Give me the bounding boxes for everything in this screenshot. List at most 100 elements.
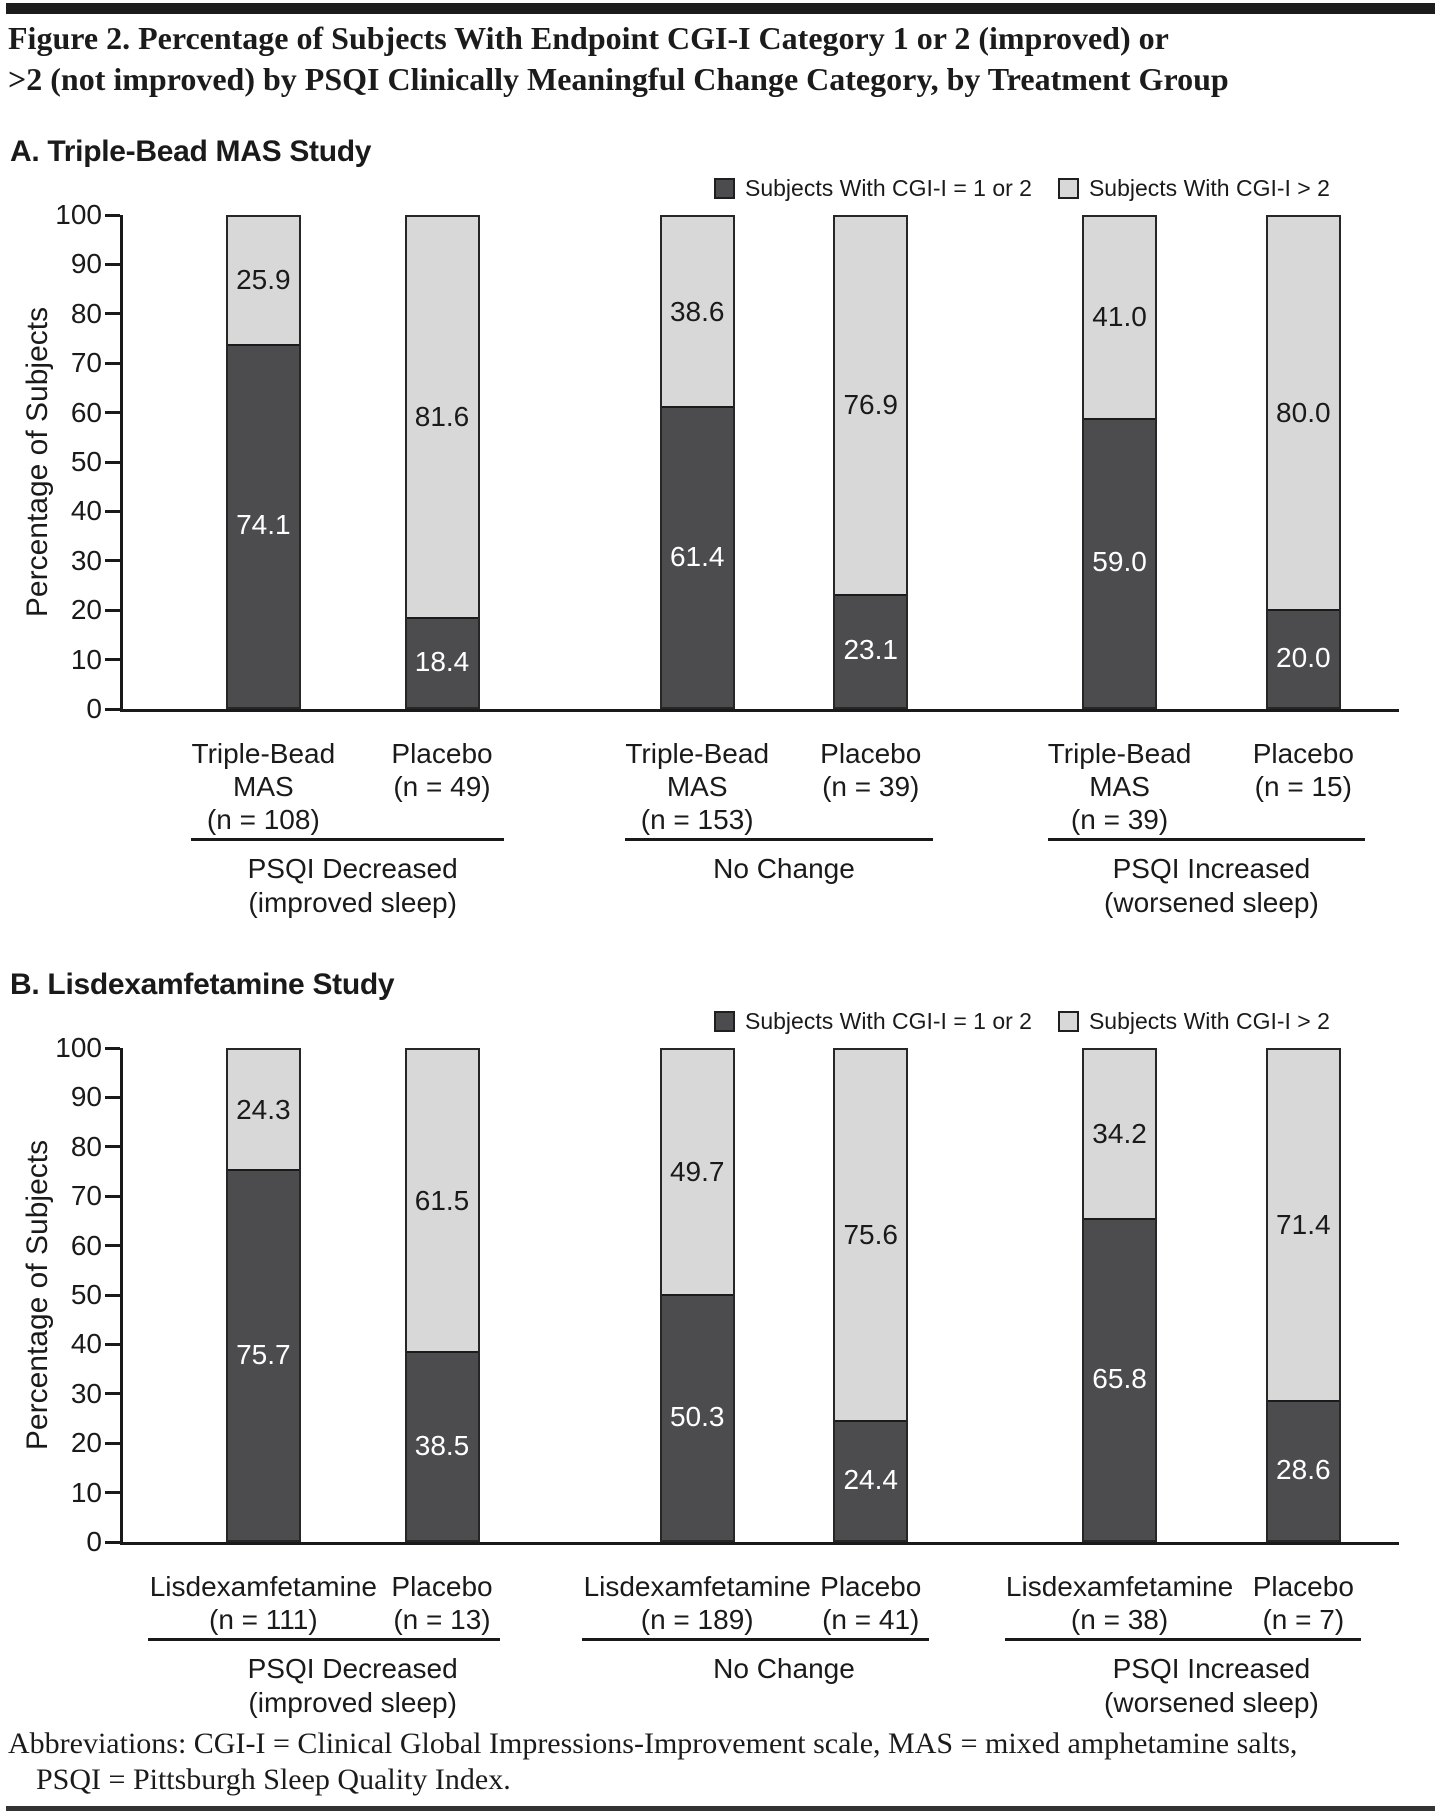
legend-swatch-dark — [714, 1011, 735, 1032]
group-label-line: PSQI Decreased — [247, 1653, 458, 1684]
bar-segment-dark — [1267, 1399, 1339, 1540]
group-underline — [1047, 838, 1366, 841]
segment-value-dark: 23.1 — [843, 634, 898, 666]
plot-area-b: 0 10 20 30 40 50 60 70 80 90 100 24.3 75.7 61.5 38.5 49… — [55, 1032, 1399, 1557]
bar-label: Placebo (n = 13) — [302, 1570, 582, 1636]
y-axis-tick-label: 40 — [70, 495, 102, 527]
stacked-bar: 34.2 65.8 — [1082, 1048, 1158, 1542]
y-axis-tick-label: 10 — [70, 1476, 102, 1508]
legend-a: Subjects With CGI-I = 1 or 2 Subjects Wi… — [714, 175, 1330, 202]
bar-n-label: (n = 189) — [640, 1604, 754, 1635]
bar-n-label: (n = 111) — [209, 1604, 318, 1635]
bar-segment-dark — [227, 1169, 299, 1540]
bar-label-line: Placebo — [820, 738, 922, 769]
segment-value-light: 38.6 — [669, 295, 725, 327]
y-axis-tick-label: 70 — [70, 1180, 102, 1212]
bar-segment-dark — [1084, 417, 1156, 707]
bar-segment-dark — [406, 1351, 478, 1540]
bar-n-label: (n = 7) — [1262, 1604, 1345, 1635]
bar-segment-dark — [835, 1420, 907, 1540]
bar-segment-dark — [661, 1293, 733, 1540]
bar-n-label: (n = 49) — [393, 771, 491, 802]
segment-value-light: 80.0 — [1276, 397, 1331, 428]
figure-title-line-2: >2 (not improved) by PSQI Clinically Mea… — [8, 61, 1229, 97]
y-axis-tick-label: 90 — [70, 248, 102, 280]
segment-value-dark: 50.3 — [669, 1400, 725, 1432]
legend-label-cgi-1-or-2: Subjects With CGI-I = 1 or 2 — [745, 1008, 1032, 1034]
bar-label: Triple-Bead MAS (n = 39) — [980, 737, 1260, 836]
bar-label-line: MAS — [666, 771, 728, 802]
bar-segment-dark — [835, 593, 907, 707]
legend-swatch-light — [1057, 178, 1079, 199]
y-axis-tick — [105, 1392, 120, 1396]
segment-value-light: 24.3 — [236, 1093, 291, 1125]
segment-value-dark: 65.8 — [1092, 1362, 1147, 1394]
bar-segment-dark — [661, 406, 733, 707]
group-label-line: PSQI Decreased — [247, 853, 458, 884]
bar-segment-dark — [1267, 609, 1339, 707]
panel-b-lisdexamfetamine: B. Lisdexamfetamine Study Subjects With … — [0, 968, 1441, 1728]
legend-item-cgi-1-or-2: Subjects With CGI-I = 1 or 2 — [714, 1008, 1032, 1035]
bar-segment-dark — [406, 616, 478, 707]
bar-label-line: Placebo — [391, 1571, 493, 1602]
bar-label: Placebo (n = 41) — [731, 1570, 1011, 1636]
bar-label-line: Placebo — [1252, 738, 1354, 769]
bar-label-line: Triple-Bead — [1047, 738, 1192, 769]
bar-segment-dark — [1084, 1217, 1156, 1540]
stacked-bar: 25.9 74.1 — [225, 215, 301, 709]
y-axis-tick-label: 30 — [70, 1377, 102, 1409]
segment-value-light: 71.4 — [1276, 1208, 1331, 1240]
stacked-bar: 80.0 20.0 — [1265, 215, 1341, 709]
segment-value-light: 81.6 — [414, 400, 470, 432]
group-underline — [148, 1638, 500, 1641]
figure-title-line-1: Figure 2. Percentage of Subjects With En… — [8, 20, 1169, 56]
legend-b: Subjects With CGI-I = 1 or 2 Subjects Wi… — [714, 1008, 1330, 1035]
segment-value-dark: 24.4 — [843, 1464, 898, 1496]
y-axis-tick-label: 100 — [55, 1032, 102, 1063]
legend-label-cgi-gt-2: Subjects With CGI-I > 2 — [1088, 1008, 1330, 1034]
y-axis-tick-label: 0 — [86, 693, 102, 724]
abbreviations-line-2: PSQI = Pittsburgh Sleep Quality Index. — [36, 1763, 511, 1796]
bar-label: Lisdexamfetamine (n = 189) — [557, 1570, 837, 1636]
stacked-bar: 81.6 18.4 — [404, 215, 480, 709]
stacked-bar: 49.7 50.3 — [659, 1048, 735, 1542]
bar-label-line: Placebo — [391, 738, 493, 769]
group-label-line: No Change — [713, 853, 855, 884]
y-axis-tick-label: 80 — [70, 1130, 102, 1162]
group-label-line: PSQI Increased — [1112, 1653, 1311, 1684]
legend-label-cgi-1-or-2: Subjects With CGI-I = 1 or 2 — [745, 175, 1032, 201]
y-axis-tick — [105, 411, 120, 415]
group-label-line: (improved sleep) — [248, 1687, 457, 1718]
y-axis-tick-label: 60 — [70, 1229, 102, 1261]
stacked-bar: 38.6 61.4 — [659, 215, 735, 709]
y-axis-tick-label: 50 — [70, 446, 102, 477]
group-label-line: (worsened sleep) — [1104, 1687, 1319, 1718]
abbreviations-line-1: Abbreviations: CGI-I = Clinical Global I… — [8, 1727, 1298, 1760]
y-axis-tick-label: 50 — [70, 1279, 102, 1310]
y-axis-tick-label: 20 — [70, 1427, 102, 1459]
legend-swatch-dark — [714, 178, 735, 199]
segment-value-light: 34.2 — [1092, 1117, 1147, 1149]
bar-segment-dark — [227, 343, 299, 707]
y-axis-tick-label: 90 — [70, 1081, 102, 1113]
y-axis-tick — [105, 608, 120, 612]
bar-n-label: (n = 38) — [1070, 1604, 1169, 1635]
y-axis-tick-label: 40 — [70, 1328, 102, 1360]
y-axis-tick — [105, 1145, 120, 1149]
bar-label-line: MAS — [233, 771, 294, 802]
bar-label-line: Placebo — [820, 1571, 922, 1602]
y-axis-tick — [105, 460, 120, 464]
y-axis-tick-label: 70 — [70, 347, 102, 379]
bar-label: Lisdexamfetamine (n = 38) — [980, 1570, 1260, 1636]
bar-label: Placebo (n = 7) — [1163, 1570, 1441, 1636]
panel-a-triple-bead-mas: A. Triple-Bead MAS Study Subjects With C… — [0, 135, 1441, 960]
segment-value-light: 49.7 — [669, 1155, 725, 1187]
segment-value-dark: 75.7 — [236, 1338, 291, 1370]
bar-label: Lisdexamfetamine (n = 111) — [123, 1570, 403, 1636]
segment-value-light: 76.9 — [843, 389, 898, 421]
y-axis-tick — [105, 509, 120, 513]
bar-label: Placebo (n = 15) — [1163, 737, 1441, 803]
y-axis-tick-label: 0 — [86, 1526, 102, 1557]
bar-label: Placebo (n = 49) — [302, 737, 582, 803]
